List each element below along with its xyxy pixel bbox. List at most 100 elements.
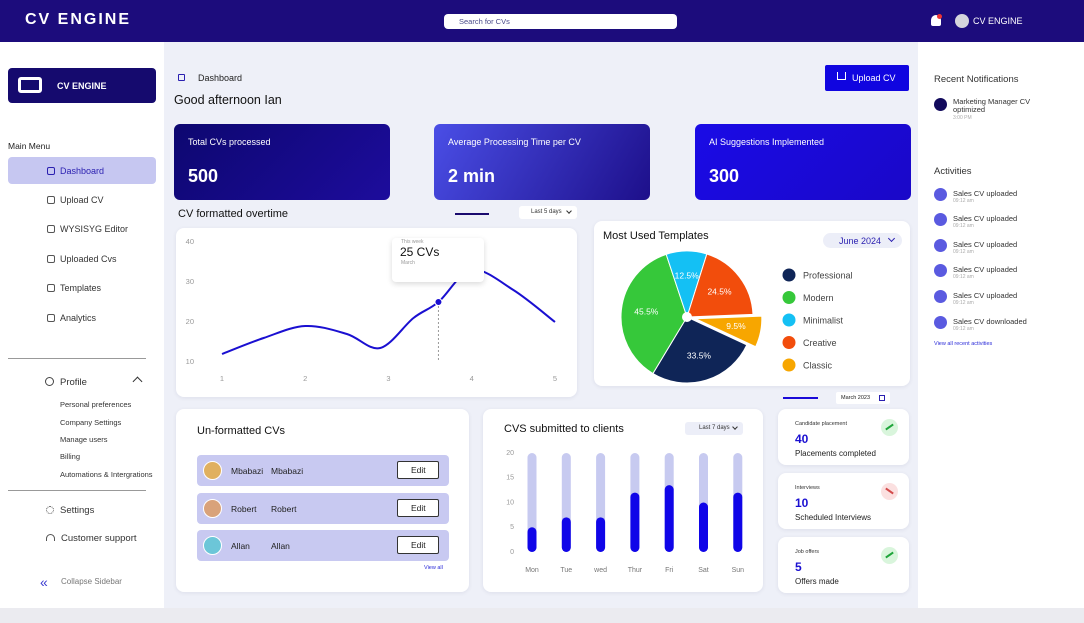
view-all-link[interactable]: View all: [424, 565, 443, 571]
menu-active[interactable]: [8, 157, 156, 184]
x-tick-label: Sun: [732, 567, 745, 574]
pie-slice: [620, 253, 688, 375]
profile-item[interactable]: Manage users: [60, 435, 108, 444]
y-tick-label: 15: [506, 475, 514, 482]
card-title: Un-formatted CVs: [197, 425, 286, 437]
date-picker[interactable]: [836, 392, 890, 404]
menu-item[interactable]: Uploaded Cvs: [60, 254, 117, 264]
profile-item[interactable]: Billing: [60, 452, 81, 461]
edit-button[interactable]: [397, 461, 439, 479]
tab-indicator: [455, 213, 489, 215]
activity-time: 09:12 am: [953, 274, 974, 280]
search-box[interactable]: [444, 14, 677, 29]
bar: [699, 502, 708, 552]
x-tick-label: Tue: [560, 567, 572, 574]
collapse-label[interactable]: Collapse Sidebar: [61, 577, 122, 586]
metric-card: [778, 537, 909, 593]
profile-label[interactable]: Profile: [60, 377, 87, 388]
upload-button[interactable]: [825, 65, 909, 91]
sidebar: [0, 42, 164, 608]
y-tick-label: 0: [510, 549, 514, 556]
activity-dot: [934, 316, 947, 329]
filter-dropdown[interactable]: [823, 233, 902, 248]
x-tick-label: 3: [386, 374, 390, 383]
metric-label: Candidate placement: [795, 421, 847, 427]
x-tick-label: Sat: [698, 567, 709, 574]
y-tick-label: 20: [506, 450, 514, 457]
activity-text: Sales CV uploaded: [953, 189, 1018, 198]
menu-item[interactable]: Templates: [60, 283, 102, 293]
collapse-icon[interactable]: «: [40, 574, 48, 590]
cv-first-name: Mbabazi: [231, 466, 264, 476]
filter-label[interactable]: Last 7 days: [699, 425, 730, 431]
breadcrumb: Dashboard: [198, 73, 243, 83]
profile-icon: [45, 377, 54, 386]
logo-icon: [18, 77, 42, 93]
profile-item[interactable]: Automations & Intergrations: [60, 470, 153, 479]
pie-slice: [695, 315, 763, 348]
notification-dot: [934, 98, 947, 111]
legend-swatch: [782, 313, 796, 327]
filter-dropdown[interactable]: [685, 422, 743, 435]
settings-label[interactable]: Settings: [60, 505, 95, 516]
menu-item[interactable]: Upload CV: [60, 195, 104, 205]
notification-time: 3:00 PM: [953, 115, 972, 121]
activity-text: Sales CV uploaded: [953, 214, 1018, 223]
view-all-link[interactable]: View all recent activities: [934, 341, 993, 347]
chart-title: CV formatted overtime: [178, 208, 289, 220]
menu-item[interactable]: Dashboard: [60, 166, 105, 176]
tooltip-value: 25 CVs: [400, 245, 440, 259]
date-label[interactable]: March 2023: [841, 395, 871, 401]
legend-label: Modern: [803, 293, 834, 303]
edit-label[interactable]: Edit: [411, 465, 426, 475]
notification-text: Marketing Manager CV optimized: [953, 97, 1031, 114]
settings-icon: [46, 506, 54, 514]
y-tick-label: 30: [186, 277, 194, 286]
metric-value: 10: [795, 496, 809, 510]
stat-value: 500: [188, 166, 219, 186]
filter-label[interactable]: Last 5 days: [531, 209, 562, 215]
profile-item[interactable]: Company Settings: [60, 418, 122, 427]
edit-button[interactable]: [397, 498, 439, 517]
line: [221, 268, 556, 355]
menu-icon: [47, 196, 55, 204]
slice-label: 33.5%: [687, 350, 712, 360]
activity-text: Sales CV downloaded: [953, 317, 1027, 326]
legend-swatch: [782, 358, 796, 372]
activity-dot: [934, 290, 947, 303]
tooltip-title: This week: [401, 239, 424, 245]
slice-label: 12.5%: [675, 270, 700, 280]
x-tick-label: Fri: [665, 567, 674, 574]
divider: [8, 358, 146, 359]
pie-slice: [652, 316, 748, 384]
menu-icon: [47, 255, 55, 263]
legend-swatch: [782, 336, 796, 349]
cv-last-name: Allan: [271, 541, 290, 551]
bar: [664, 485, 674, 552]
filter-dropdown[interactable]: [519, 206, 577, 219]
edit-label[interactable]: Edit: [411, 540, 426, 550]
menu-item[interactable]: WYSISYG Editor: [60, 224, 129, 234]
menu-item[interactable]: Analytics: [60, 313, 97, 323]
support-label[interactable]: Customer support: [61, 533, 137, 544]
activity-time: 09:12 am: [953, 198, 974, 204]
upload-label[interactable]: Upload CV: [852, 73, 896, 83]
stat-label: AI Suggestions Implemented: [709, 137, 825, 147]
activity-dot: [934, 213, 947, 226]
profile-item[interactable]: Personal preferences: [60, 400, 132, 409]
activity-time: 09:12 am: [953, 300, 974, 306]
chart-title: CVS submitted to clients: [504, 423, 624, 435]
sidebar-logo: [8, 68, 156, 103]
metric-value: 5: [795, 560, 802, 574]
filter-label[interactable]: June 2024: [839, 236, 882, 246]
legend-label: Classic: [803, 360, 833, 370]
activity-dot: [934, 239, 947, 252]
bell-badge: [937, 14, 942, 19]
edit-label[interactable]: Edit: [411, 502, 426, 513]
stat-label: Total CVs processed: [188, 137, 271, 147]
divider: [8, 490, 146, 491]
notification-bell[interactable]: [931, 15, 941, 26]
metric-caption: Scheduled Interviews: [795, 513, 872, 522]
avatar[interactable]: [955, 14, 969, 28]
edit-button[interactable]: [397, 536, 439, 554]
